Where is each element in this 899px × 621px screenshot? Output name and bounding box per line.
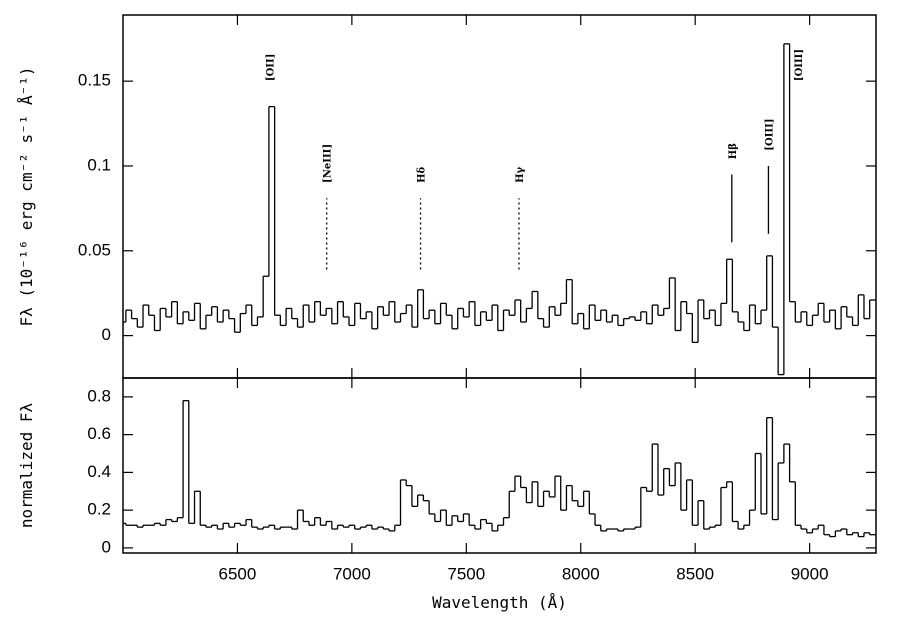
x-tick-label: 7500 [447, 564, 485, 583]
x-tick-label: 7000 [333, 564, 371, 583]
y-axis-label: Fλ (10⁻¹⁶ erg cm⁻² s⁻¹ Å⁻¹) [17, 66, 36, 326]
x-tick-label: 8500 [676, 564, 714, 583]
y-tick-label: 0.05 [78, 240, 111, 259]
x-tick-label: 8000 [562, 564, 600, 583]
step-risers [125, 43, 871, 375]
x-tick-label: 9000 [791, 564, 829, 583]
y-tick-label: 0.6 [87, 424, 111, 443]
x-tick-label: 6500 [219, 564, 257, 583]
panel-frame [122, 377, 877, 554]
x-axis-label: Wavelength (Å) [432, 593, 567, 612]
y-tick-label: 0.15 [78, 71, 111, 90]
y-tick-label: 0.4 [87, 462, 111, 481]
y-tick-label: 0 [102, 537, 111, 556]
y-tick-label: 0 [102, 325, 111, 344]
step-risers [125, 400, 871, 537]
y-tick-label: 0.8 [87, 386, 111, 405]
line-label: [NeIII] [323, 144, 334, 183]
panel-frame [122, 14, 877, 379]
y-tick-label: 0.1 [87, 155, 111, 174]
line-label: Hβ [728, 143, 739, 159]
y-tick-label: 0.2 [87, 500, 111, 519]
line-label: [OII] [265, 54, 276, 82]
line-label: Hγ [515, 166, 526, 182]
y-axis-label: normalized Fλ [17, 403, 36, 529]
line-label: [OIII] [764, 118, 775, 150]
line-label: Hδ [417, 166, 428, 182]
line-label: [OIII] [794, 49, 805, 81]
